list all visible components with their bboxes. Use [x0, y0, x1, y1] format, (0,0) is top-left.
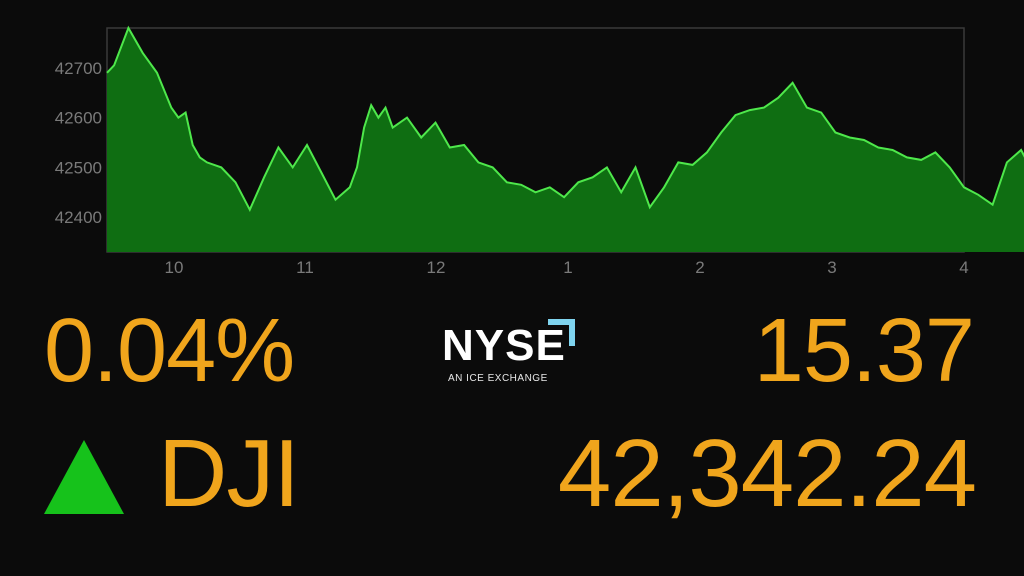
- x-tick-label: 3: [827, 258, 836, 277]
- series-line: [106, 25, 1024, 213]
- y-tick-label: 42500: [55, 158, 102, 177]
- x-tick-label: 11: [296, 258, 314, 277]
- change-points: 15.37: [753, 301, 975, 401]
- x-tick-label: 1: [563, 258, 572, 277]
- area-fill: [107, 28, 1024, 252]
- y-tick-label: 42400: [55, 208, 102, 227]
- x-tick-label: 10: [165, 258, 184, 277]
- index-value: 42,342.24: [557, 420, 977, 527]
- x-tick-label: 2: [695, 258, 704, 277]
- nyse-logo: NYSE AN ICE EXCHANGE: [440, 314, 582, 390]
- logo-corner-mark: [548, 319, 575, 346]
- index-ticker: DJI: [158, 420, 300, 527]
- up-arrow-icon: [44, 440, 124, 514]
- logo-tagline: AN ICE EXCHANGE: [448, 373, 548, 384]
- y-tick-label: 42700: [55, 59, 102, 78]
- change-percent: 0.04%: [44, 301, 295, 401]
- x-tick-label: 4: [959, 258, 968, 277]
- x-tick-label: 12: [427, 258, 446, 277]
- y-tick-label: 42600: [55, 109, 102, 128]
- logo-wordmark: NYSE: [442, 321, 566, 370]
